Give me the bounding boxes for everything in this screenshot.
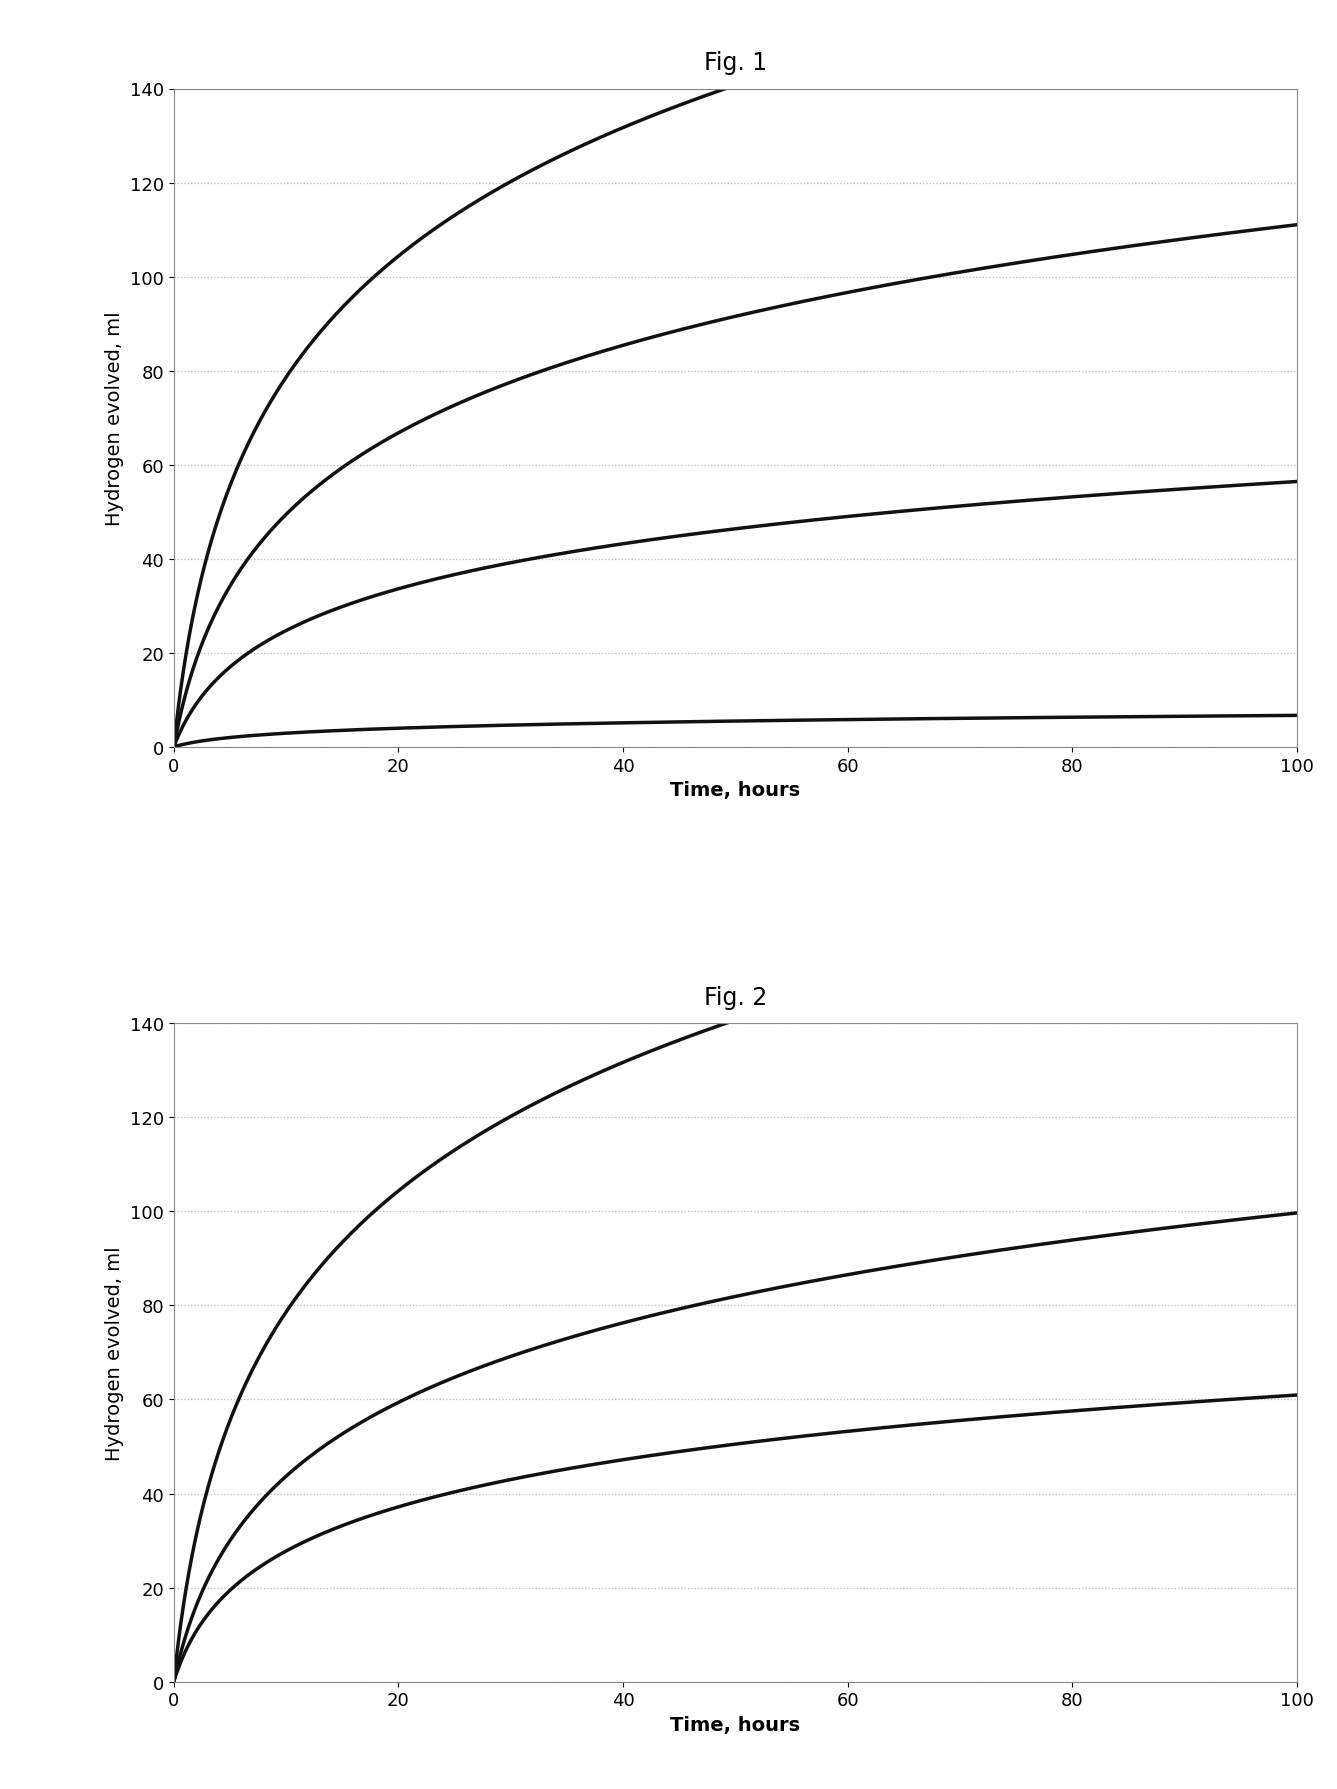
Title: Fig. 1: Fig. 1 xyxy=(703,52,767,75)
X-axis label: Time, hours: Time, hours xyxy=(670,1716,801,1734)
Y-axis label: Hydrogen evolved, ml: Hydrogen evolved, ml xyxy=(106,1245,124,1460)
X-axis label: Time, hours: Time, hours xyxy=(670,780,801,800)
Y-axis label: Hydrogen evolved, ml: Hydrogen evolved, ml xyxy=(106,311,124,526)
Title: Fig. 2: Fig. 2 xyxy=(703,986,767,1009)
